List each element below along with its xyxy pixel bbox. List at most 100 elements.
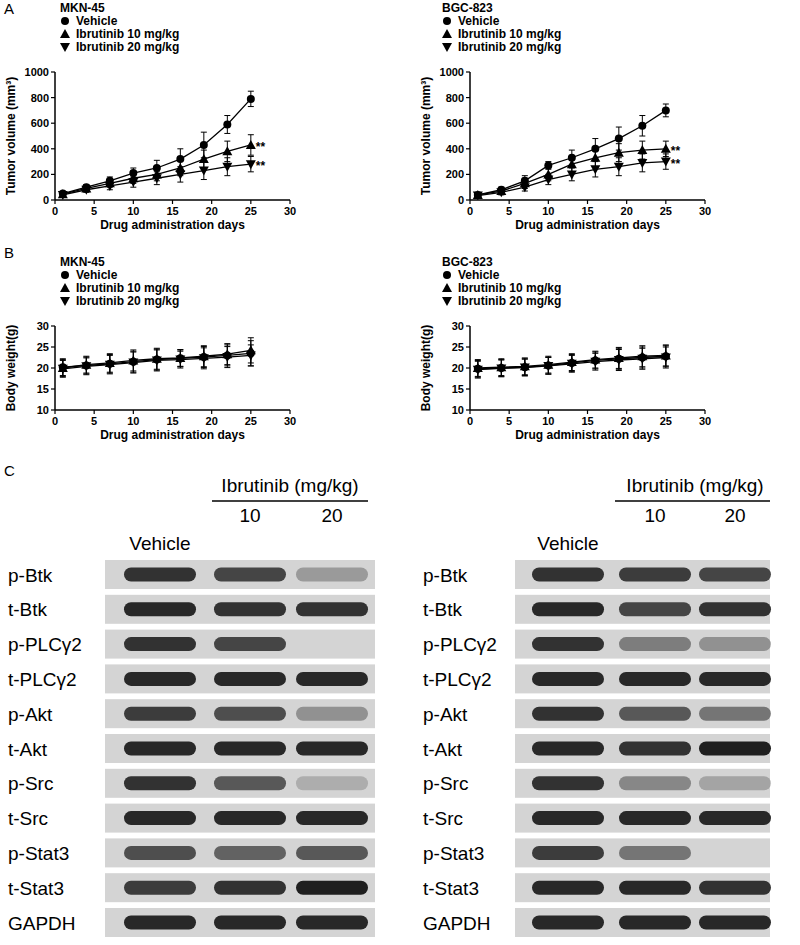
band	[532, 846, 604, 860]
band	[296, 568, 368, 582]
plot-area	[473, 345, 671, 378]
row-label: t-PLCγ2	[423, 669, 492, 690]
error-bar	[248, 91, 254, 106]
band	[532, 707, 604, 721]
band	[532, 568, 604, 582]
band	[699, 672, 771, 686]
error-cap	[154, 348, 160, 349]
band	[214, 916, 286, 930]
y-tick	[51, 123, 55, 124]
error-cap	[83, 357, 89, 358]
marker	[222, 353, 232, 362]
marker	[520, 183, 530, 192]
x-tick-label: 0	[52, 415, 58, 427]
y-tick-label: 30	[452, 320, 464, 332]
error-cap	[592, 353, 598, 354]
error-cap	[522, 375, 528, 376]
marker	[128, 178, 138, 187]
marker	[637, 159, 647, 168]
error-cap	[154, 184, 160, 185]
band	[124, 776, 196, 790]
error-cap	[498, 360, 504, 361]
marker	[223, 120, 231, 128]
error-cap	[248, 91, 254, 92]
band	[532, 776, 604, 790]
y-axis-label: Tumor volume (mm³)	[4, 77, 18, 195]
band	[699, 637, 771, 651]
marker	[246, 140, 256, 149]
band	[699, 602, 771, 616]
legend-marker	[61, 17, 69, 25]
band	[699, 776, 771, 790]
error-cap	[130, 352, 136, 353]
band	[619, 881, 691, 895]
error-cap	[498, 376, 504, 377]
error-cap	[177, 166, 183, 167]
error-cap	[201, 132, 207, 133]
y-tick	[466, 388, 470, 389]
legend-marker	[60, 29, 70, 38]
legend-label: Ibrutinib 10 mg/kg	[76, 281, 179, 295]
error-cap	[248, 134, 254, 135]
error-cap	[248, 365, 254, 366]
lane-label: 20	[321, 505, 342, 526]
y-axis-label: Body weight(g)	[4, 325, 18, 412]
band	[699, 568, 771, 582]
band	[214, 672, 286, 686]
band	[296, 637, 368, 651]
band	[296, 742, 368, 756]
marker	[105, 182, 115, 191]
marker	[661, 144, 671, 153]
y-tick-label: 600	[446, 117, 464, 129]
error-cap	[154, 370, 160, 371]
x-tick	[133, 410, 134, 414]
band	[124, 881, 196, 895]
y-tick	[466, 174, 470, 175]
blot-strip	[515, 908, 770, 937]
y-tick	[51, 97, 55, 98]
blot-strip	[105, 560, 375, 589]
legend-marker	[60, 297, 70, 306]
chart: MKN-45VehicleIbrutinib 10 mg/kgIbrutinib…	[4, 255, 296, 442]
blot-strip	[515, 664, 770, 693]
error-cap	[639, 348, 645, 349]
error-bar	[224, 116, 230, 134]
marker	[58, 191, 68, 200]
legend-label: Vehicle	[76, 268, 118, 282]
y-tick-label: 10	[37, 404, 49, 416]
x-tick-label: 15	[581, 205, 593, 217]
x-tick-label: 5	[506, 205, 512, 217]
error-cap	[616, 349, 622, 350]
x-tick-label: 30	[699, 205, 711, 217]
row-label: t-PLCγ2	[8, 669, 77, 690]
band	[532, 742, 604, 756]
band	[619, 568, 691, 582]
error-cap	[545, 374, 551, 375]
band	[619, 742, 691, 756]
western-blot: Ibrutinib (mg/kg)Vehicle1020p-Btkt-Btkp-…	[423, 475, 771, 937]
band	[296, 672, 368, 686]
row-label: t-Akt	[8, 739, 48, 760]
marker	[199, 154, 209, 163]
error-cap	[639, 115, 645, 116]
marker	[152, 356, 162, 365]
marker	[246, 160, 256, 169]
x-tick	[704, 200, 705, 204]
x-tick-label: 30	[284, 415, 296, 427]
x-tick-label: 20	[621, 415, 633, 427]
y-tick-label: 25	[37, 341, 49, 353]
band	[296, 881, 368, 895]
band	[532, 881, 604, 895]
marker	[200, 141, 208, 149]
blot-strip	[515, 560, 770, 589]
error-cap	[224, 133, 230, 134]
error-cap	[592, 138, 598, 139]
row-label: p-PLCγ2	[8, 634, 82, 655]
error-cap	[569, 180, 575, 181]
legend-label: Vehicle	[458, 268, 500, 282]
error-cap	[569, 168, 575, 169]
band	[619, 637, 691, 651]
error-cap	[545, 357, 551, 358]
legend-marker	[442, 297, 452, 306]
error-cap	[83, 374, 89, 375]
